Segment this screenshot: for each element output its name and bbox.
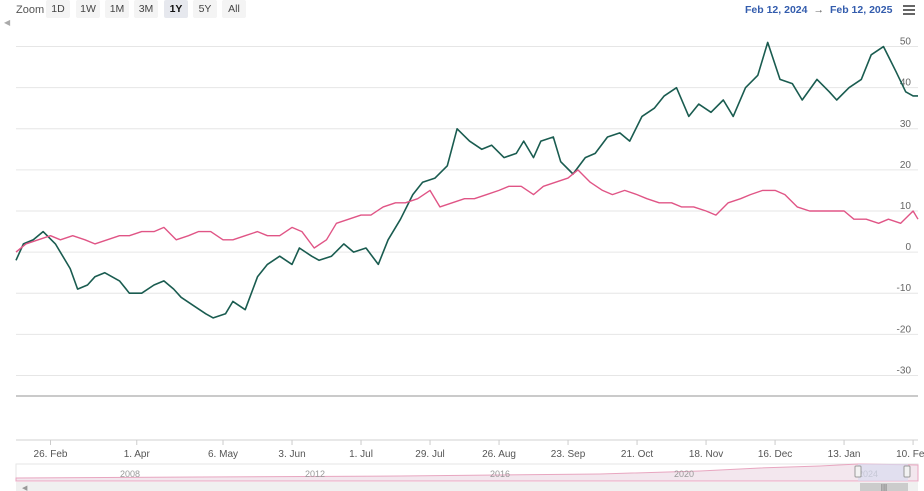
x-tick-label: 23. Sep bbox=[551, 449, 586, 460]
range-button-all[interactable]: All bbox=[222, 0, 246, 18]
series-layer bbox=[15, 41, 919, 319]
range-button-1w[interactable]: 1W bbox=[76, 0, 100, 18]
series-line-2 bbox=[15, 169, 919, 253]
y-tick-label: 10 bbox=[900, 201, 912, 212]
range-button-1d[interactable]: 1D bbox=[46, 0, 70, 18]
x-tick-label: 6. May bbox=[208, 449, 238, 460]
range-button-1y[interactable]: 1Y bbox=[164, 0, 188, 18]
navigator-selection[interactable] bbox=[858, 464, 908, 481]
y-tick-label: 40 bbox=[900, 78, 912, 89]
y-tick-label: 50 bbox=[900, 37, 912, 48]
x-tick-label: 26. Aug bbox=[482, 449, 516, 460]
navigator-series bbox=[15, 463, 919, 482]
range-button-1m[interactable]: 1M bbox=[105, 0, 129, 18]
y-axis: 50 40 30 20 10 0 -10 -20 -30 bbox=[897, 37, 912, 377]
x-tick-label: 29. Jul bbox=[415, 449, 444, 460]
x-tick-label: 26. Feb bbox=[34, 449, 68, 460]
x-tick-label: 16. Dec bbox=[758, 449, 792, 460]
y-tick-label: 20 bbox=[900, 160, 912, 171]
navigator-left-handle[interactable] bbox=[854, 465, 862, 478]
grid-layer bbox=[16, 46, 918, 376]
scroll-left-arrow-icon[interactable]: ◀ bbox=[4, 18, 11, 27]
scrollbar-thumb[interactable] bbox=[860, 483, 908, 491]
navigator[interactable]: 20082012201620202024 ||| ◀ bbox=[15, 463, 919, 491]
range-button-5y[interactable]: 5Y bbox=[193, 0, 217, 18]
y-tick-label: -20 bbox=[897, 324, 912, 335]
scrollbar-grip-icon: ||| bbox=[881, 483, 887, 491]
x-tick-label: 18. Nov bbox=[689, 449, 723, 460]
range-button-3m[interactable]: 3M bbox=[134, 0, 158, 18]
navigator-label: 2012 bbox=[305, 469, 325, 479]
navigator-label: 2008 bbox=[120, 469, 140, 479]
x-tick-label: 3. Jun bbox=[278, 449, 305, 460]
scrollbar-left-arrow-icon[interactable]: ◀ bbox=[22, 485, 28, 491]
y-tick-label: -30 bbox=[897, 365, 912, 376]
x-tick-label: 13. Jan bbox=[828, 449, 861, 460]
y-tick-label: 30 bbox=[900, 119, 912, 130]
x-tick-label: 1. Jul bbox=[349, 449, 373, 460]
x-axis: 26. Feb 1. Apr 6. May 3. Jun 1. Jul 29. Jul 26… bbox=[34, 440, 924, 460]
series-line-1 bbox=[15, 41, 918, 319]
x-tick-label: 21. Oct bbox=[621, 449, 653, 460]
date-to-input[interactable]: Feb 12, 2025 bbox=[829, 4, 893, 16]
zoom-label: Zoom bbox=[16, 4, 45, 16]
date-arrow: → bbox=[813, 4, 824, 16]
y-tick-label: -10 bbox=[897, 283, 912, 294]
navigator-label: 2020 bbox=[674, 469, 694, 479]
navigator-right-handle[interactable] bbox=[903, 465, 911, 478]
navigator-label: 2016 bbox=[490, 469, 510, 479]
x-tick-label: 1. Apr bbox=[124, 449, 151, 460]
hamburger-menu-icon[interactable] bbox=[903, 5, 915, 15]
date-range: Feb 12, 2024 → Feb 12, 2025 bbox=[745, 4, 892, 16]
scrollbar-track[interactable] bbox=[16, 482, 918, 491]
date-from-input[interactable]: Feb 12, 2024 bbox=[745, 4, 808, 16]
x-tick-label: 10. Feb bbox=[896, 449, 924, 460]
y-tick-label: 0 bbox=[905, 242, 911, 253]
